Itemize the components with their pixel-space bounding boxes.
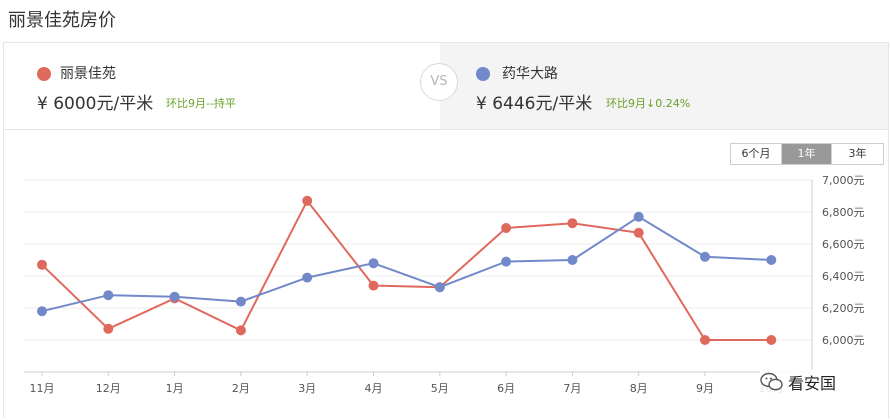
data-point[interactable] — [169, 291, 180, 302]
left-trend: 环比9月--持平 — [166, 97, 236, 110]
data-point[interactable] — [103, 290, 114, 301]
x-tick-label: 4月 — [365, 382, 383, 395]
data-point[interactable] — [37, 259, 47, 270]
data-point[interactable] — [501, 223, 512, 233]
compare-left: 丽景佳苑 ¥ 6000元/平米 环比9月--持平 — [4, 43, 440, 129]
data-point[interactable] — [766, 255, 777, 265]
y-tick-label: 6,800元 — [822, 206, 865, 219]
x-tick-label: 2月 — [232, 382, 250, 395]
x-tick-label: 3月 — [298, 382, 316, 395]
x-tick-label: 1月 — [166, 382, 184, 395]
range-tabs: 6个月 1年 3年 — [730, 143, 884, 165]
data-point[interactable] — [368, 280, 379, 291]
x-tick-label: 12月 — [96, 382, 121, 395]
range-tab-6-months[interactable]: 6个月 — [731, 144, 781, 164]
right-name: 药华大路 — [502, 66, 558, 82]
data-point[interactable] — [567, 218, 578, 229]
data-point[interactable] — [235, 325, 246, 336]
right-trend: 环比9月↓0.24% — [606, 97, 691, 110]
y-tick-label: 6,200元 — [822, 302, 865, 315]
price-card: 丽景佳苑 ¥ 6000元/平米 环比9月--持平 药华大路 ¥ 6446元/平米… — [3, 42, 889, 418]
data-point[interactable] — [235, 296, 246, 307]
compare-right: 药华大路 ¥ 6446元/平米 环比9月↓0.24% — [440, 43, 888, 129]
x-tick-label: 9月 — [696, 382, 714, 395]
data-point[interactable] — [103, 323, 114, 334]
page-title: 丽景佳苑房价 — [8, 10, 116, 31]
left-legend-dot — [37, 67, 51, 81]
y-tick-label: 6,600元 — [822, 238, 865, 251]
left-price: ¥ 6000元/平米 — [37, 94, 154, 114]
data-point[interactable] — [633, 211, 644, 222]
data-point[interactable] — [302, 272, 313, 283]
watermark-text: 看安国 — [788, 374, 837, 393]
data-point[interactable] — [368, 258, 379, 269]
data-point[interactable] — [567, 255, 578, 265]
wechat-icon — [760, 372, 783, 391]
vs-badge: VS — [420, 63, 458, 101]
data-point[interactable] — [302, 195, 313, 206]
data-point[interactable] — [766, 335, 777, 345]
x-tick-label: 7月 — [563, 382, 581, 395]
left-name: 丽景佳苑 — [60, 66, 116, 82]
series-line-yaohua-dalu — [41, 215, 772, 313]
y-tick-label: 6,400元 — [822, 270, 865, 283]
range-tab-1-year[interactable]: 1年 — [781, 144, 831, 164]
data-point[interactable] — [434, 282, 445, 293]
data-point[interactable] — [37, 306, 47, 317]
data-point[interactable] — [700, 251, 710, 262]
data-point[interactable] — [501, 256, 512, 267]
data-point[interactable] — [633, 227, 644, 238]
x-tick-label: 8月 — [630, 382, 648, 395]
x-tick-label: 6月 — [497, 382, 515, 395]
data-point[interactable] — [700, 335, 710, 345]
y-tick-label: 7,000元 — [822, 174, 865, 187]
watermark: 看安国 — [760, 370, 837, 394]
y-tick-label: 6,000元 — [822, 334, 865, 347]
compare-bar: 丽景佳苑 ¥ 6000元/平米 环比9月--持平 药华大路 ¥ 6446元/平米… — [4, 43, 888, 130]
right-legend-dot — [476, 67, 490, 81]
series-line-lijing-jiayuan — [41, 198, 772, 341]
right-price: ¥ 6446元/平米 — [476, 94, 593, 114]
x-tick-label: 5月 — [431, 382, 449, 395]
range-tab-3-years[interactable]: 3年 — [831, 144, 883, 164]
x-tick-label: 11月 — [30, 382, 55, 395]
